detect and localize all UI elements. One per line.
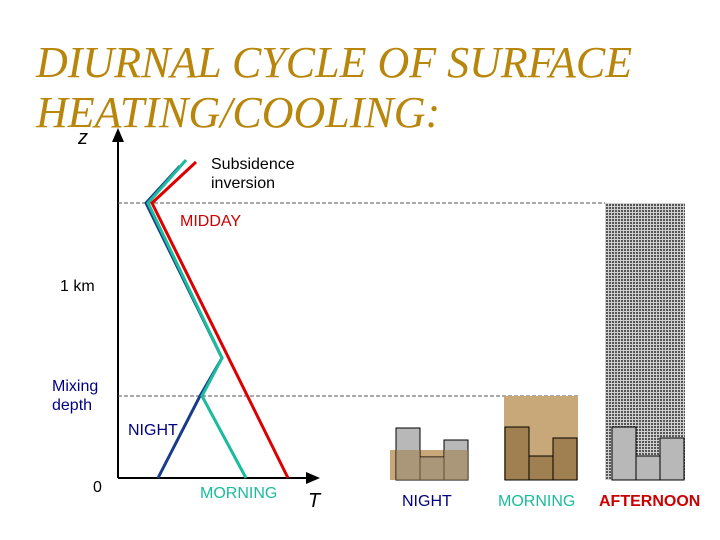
t-axis-arrowhead — [306, 472, 320, 484]
morning-profile-label: MORNING — [200, 485, 277, 502]
morning-building — [504, 426, 530, 481]
night-panel-label: NIGHT — [402, 493, 452, 510]
afternoon-panel-label: AFTERNOON — [599, 493, 700, 510]
tick-label-1km: 1 km — [60, 278, 95, 295]
night-panel: NIGHT — [390, 427, 469, 510]
morning-building — [528, 455, 554, 481]
morning-building — [552, 437, 578, 481]
afternoon-building — [659, 437, 685, 481]
subsidence-inversion-label-line1: Subsidence inversion — [211, 156, 295, 192]
z-axis-arrowhead — [112, 128, 124, 142]
night-profile-label: NIGHT — [128, 422, 178, 439]
z-axis-label: z — [77, 127, 88, 149]
afternoon-building — [635, 455, 661, 481]
t-axis-label: T — [308, 490, 322, 512]
night-building-shade — [396, 450, 420, 480]
slide-title: DIURNAL CYCLE OF SURFACE HEATING/COOLING… — [36, 38, 633, 137]
mixing-depth-label: Mixing depth — [52, 378, 98, 414]
tick-label-0: 0 — [93, 479, 102, 496]
midday-label: MIDDAY — [180, 213, 241, 230]
night-building-shade — [420, 457, 444, 480]
night-building-shade — [444, 450, 468, 480]
afternoon-panel: AFTERNOON — [599, 203, 700, 510]
midday-profile-line — [150, 160, 290, 479]
morning-profile-line — [146, 159, 248, 479]
morning-panel: MORNING — [498, 396, 578, 510]
morning-panel-label: MORNING — [498, 493, 575, 510]
afternoon-building — [611, 426, 637, 481]
